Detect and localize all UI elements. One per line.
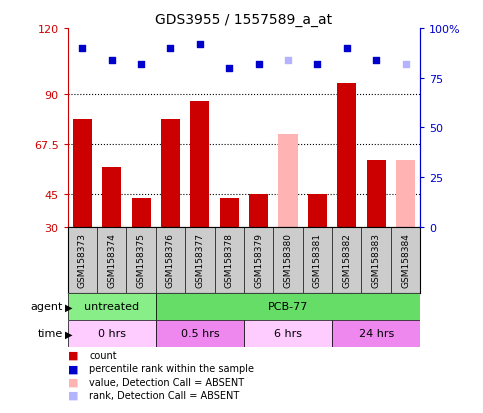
Text: GSM158378: GSM158378 <box>225 233 234 287</box>
Bar <box>244 320 332 347</box>
Text: percentile rank within the sample: percentile rank within the sample <box>89 363 255 373</box>
Point <box>313 61 321 68</box>
Bar <box>102 168 121 227</box>
Bar <box>68 293 156 320</box>
Bar <box>308 194 327 227</box>
Text: untreated: untreated <box>84 301 139 312</box>
Bar <box>332 320 420 347</box>
Title: GDS3955 / 1557589_a_at: GDS3955 / 1557589_a_at <box>156 12 332 26</box>
Text: ▶: ▶ <box>65 301 73 312</box>
Text: GSM158379: GSM158379 <box>254 233 263 287</box>
Text: time: time <box>38 328 63 339</box>
Bar <box>131 199 151 227</box>
Text: agent: agent <box>30 301 63 312</box>
Bar <box>220 199 239 227</box>
Point <box>284 57 292 64</box>
Text: 0.5 hrs: 0.5 hrs <box>181 328 219 339</box>
Text: ▶: ▶ <box>65 328 73 339</box>
Bar <box>156 320 244 347</box>
Text: rank, Detection Call = ABSENT: rank, Detection Call = ABSENT <box>89 390 240 400</box>
Bar <box>73 119 92 227</box>
Point <box>108 57 115 64</box>
Bar <box>161 119 180 227</box>
Text: PCB-77: PCB-77 <box>268 301 308 312</box>
Text: GSM158380: GSM158380 <box>284 233 293 287</box>
Text: ■: ■ <box>68 377 78 387</box>
Point <box>137 61 145 68</box>
Text: GSM158377: GSM158377 <box>195 233 204 287</box>
Text: GSM158375: GSM158375 <box>137 233 145 287</box>
Bar <box>190 102 210 227</box>
Text: count: count <box>89 350 117 360</box>
Point <box>196 41 204 48</box>
Bar <box>156 293 420 320</box>
Point <box>167 45 174 52</box>
Bar <box>278 135 298 227</box>
Bar <box>396 161 415 227</box>
Bar <box>68 320 156 347</box>
Point <box>372 57 380 64</box>
Text: GSM158382: GSM158382 <box>342 233 351 287</box>
Text: GSM158373: GSM158373 <box>78 233 87 287</box>
Text: ■: ■ <box>68 363 78 373</box>
Text: GSM158381: GSM158381 <box>313 233 322 287</box>
Text: 24 hrs: 24 hrs <box>358 328 394 339</box>
Bar <box>249 194 268 227</box>
Text: GSM158384: GSM158384 <box>401 233 410 287</box>
Text: 0 hrs: 0 hrs <box>98 328 126 339</box>
Bar <box>337 84 356 227</box>
Point <box>226 65 233 72</box>
Bar <box>367 161 386 227</box>
Point <box>343 45 351 52</box>
Point <box>78 45 86 52</box>
Text: ■: ■ <box>68 350 78 360</box>
Text: value, Detection Call = ABSENT: value, Detection Call = ABSENT <box>89 377 244 387</box>
Text: 6 hrs: 6 hrs <box>274 328 302 339</box>
Text: GSM158374: GSM158374 <box>107 233 116 287</box>
Text: ■: ■ <box>68 390 78 400</box>
Text: GSM158383: GSM158383 <box>371 233 381 287</box>
Point <box>255 61 262 68</box>
Text: GSM158376: GSM158376 <box>166 233 175 287</box>
Point <box>402 61 410 68</box>
